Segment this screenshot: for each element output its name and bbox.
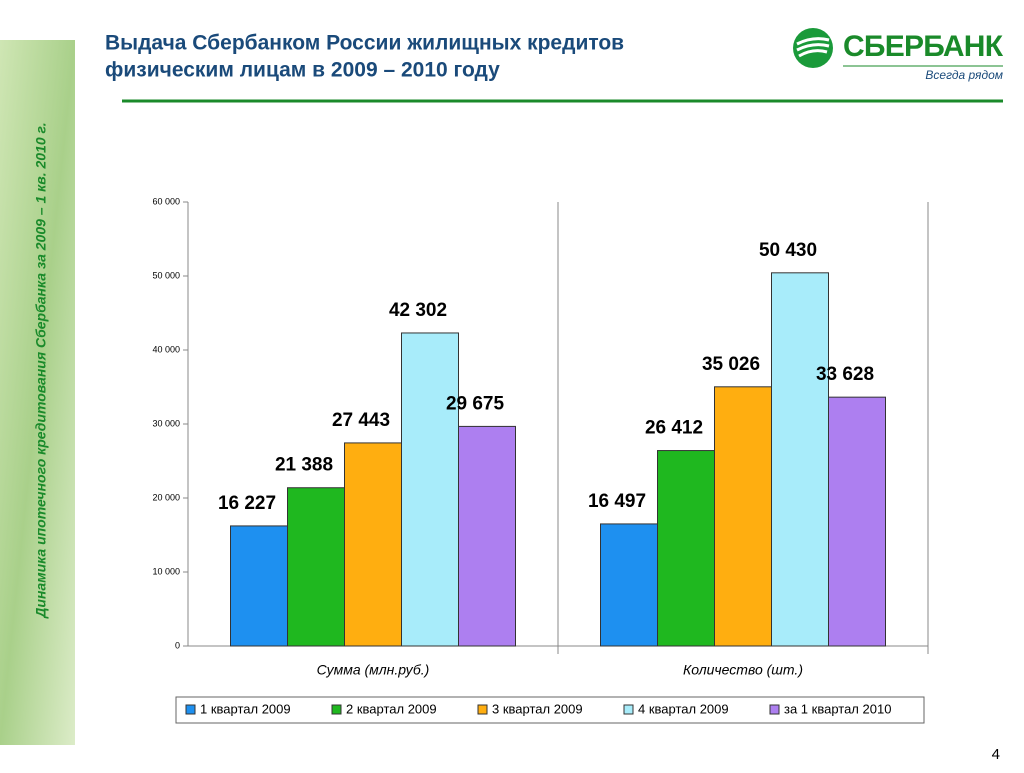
y-tick-label: 10 000 [152, 566, 180, 576]
legend-swatch [623, 704, 634, 715]
bar [458, 425, 516, 647]
data-label: 21 388 [275, 455, 333, 476]
data-label: 29 675 [446, 393, 505, 414]
bar [828, 396, 886, 647]
legend-label: 1 квартал 2009 [200, 701, 291, 716]
title-line: физическим лицам в 2009 – 2010 году [105, 59, 500, 82]
legend-label: 2 квартал 2009 [346, 701, 437, 716]
logo-name: СБЕРБАНК [843, 30, 1004, 63]
y-tick-label: 40 000 [152, 344, 180, 354]
bar [771, 272, 829, 647]
y-tick-label: 20 000 [152, 492, 180, 502]
legend-label: 4 квартал 2009 [638, 701, 729, 716]
legend-swatch [331, 704, 342, 715]
data-label: 33 628 [816, 364, 874, 385]
bar [344, 442, 402, 647]
bar [600, 523, 658, 647]
bar [230, 525, 288, 647]
data-label: 42 302 [389, 300, 447, 321]
x-tick-label: Сумма (млн.руб.) [317, 662, 430, 678]
data-label: 16 497 [588, 491, 646, 512]
y-tick-label: 30 000 [152, 418, 180, 428]
legend-label: 3 квартал 2009 [492, 701, 583, 716]
legend-box [175, 696, 925, 724]
chart: 0 10 000 20 000 30 000 40 000 50 000 60 000 Сум… [152, 196, 929, 724]
bar [401, 332, 459, 647]
bar [287, 487, 345, 647]
logo-slogan: Всегда рядом [925, 68, 1003, 82]
bar [714, 386, 772, 647]
legend-swatch [769, 704, 780, 715]
title-line: Выдача Сбербанком России жилищных кредит… [105, 32, 624, 55]
x-tick-label: Количество (шт.) [683, 662, 803, 678]
legend-swatch [185, 704, 196, 715]
legend-label: за 1 квартал 2010 [784, 701, 891, 716]
y-tick-label: 60 000 [152, 196, 180, 206]
sidebar-text: Динамика ипотечного кредитования Сбербан… [33, 122, 49, 618]
legend-swatch [477, 704, 488, 715]
y-tick-label: 50 000 [152, 270, 180, 280]
bar [657, 450, 715, 647]
data-label: 16 227 [218, 493, 276, 514]
y-tick-label: 0 [175, 640, 180, 650]
logo-icon-lines [796, 37, 830, 58]
data-label: 27 443 [332, 410, 390, 431]
data-label: 35 026 [702, 354, 760, 375]
page-number: 4 [992, 746, 1000, 763]
data-label: 50 430 [759, 240, 817, 261]
sidebar-background [0, 40, 75, 745]
data-label: 26 412 [645, 418, 703, 439]
